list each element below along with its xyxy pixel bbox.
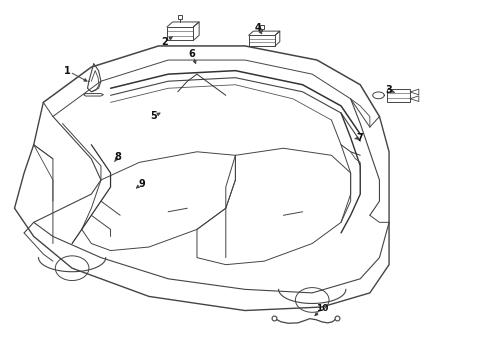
Text: 1: 1 bbox=[64, 66, 71, 76]
Text: 8: 8 bbox=[114, 152, 121, 162]
Text: 5: 5 bbox=[150, 112, 157, 121]
Bar bbox=[387, 89, 410, 102]
Text: 3: 3 bbox=[386, 85, 392, 95]
Text: 10: 10 bbox=[316, 304, 328, 313]
Text: 2: 2 bbox=[161, 37, 168, 48]
Text: 6: 6 bbox=[189, 49, 196, 59]
Text: 9: 9 bbox=[138, 179, 145, 189]
Text: 7: 7 bbox=[357, 133, 364, 143]
Text: 4: 4 bbox=[255, 23, 262, 33]
